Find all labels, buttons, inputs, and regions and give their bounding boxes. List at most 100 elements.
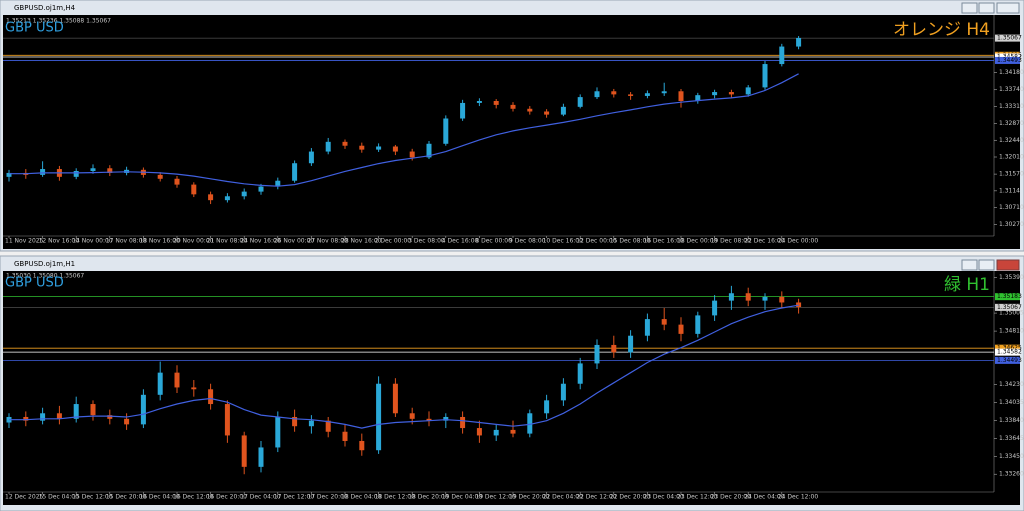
y-tick-label: 1.32870 bbox=[999, 120, 1024, 127]
x-tick-label: 3 Dec 08:00 bbox=[408, 238, 445, 245]
candle-body bbox=[191, 184, 197, 195]
x-tick-label: 19 Dec 04:00 bbox=[442, 494, 483, 501]
y-tick-label: 1.34230 bbox=[999, 381, 1024, 388]
candle-body bbox=[560, 106, 566, 115]
plot-area bbox=[3, 271, 1020, 505]
y-tick-label: 1.30710 bbox=[999, 204, 1024, 211]
y-tick-label: 1.34035 bbox=[999, 399, 1024, 406]
candle-body bbox=[443, 118, 449, 144]
x-tick-label: 18 Dec 12:00 bbox=[375, 494, 416, 501]
x-tick-label: 24 Dec 12:00 bbox=[778, 494, 819, 501]
x-tick-label: 15 Dec 04:00 bbox=[39, 494, 80, 501]
y-tick-label: 1.34180 bbox=[999, 69, 1024, 76]
x-tick-label: 16 Dec 20:00 bbox=[207, 494, 248, 501]
x-tick-label: 12 Dec 00:00 bbox=[576, 238, 617, 245]
price-tag-label: 1.35183 bbox=[997, 293, 1022, 300]
candle-body bbox=[695, 95, 701, 101]
candle-body bbox=[628, 94, 634, 96]
candle-body bbox=[157, 174, 163, 179]
timeframe-label: オレンジ H4 bbox=[893, 20, 990, 40]
price-tag-label: 1.34493 bbox=[997, 57, 1022, 64]
candle-body bbox=[124, 418, 130, 425]
candle-body bbox=[241, 191, 247, 197]
y-tick-label: 1.30270 bbox=[999, 221, 1024, 228]
y-tick-label: 1.32010 bbox=[999, 154, 1024, 161]
candle-body bbox=[359, 145, 365, 150]
candle-body bbox=[476, 101, 482, 103]
candle-body bbox=[762, 296, 768, 301]
x-tick-label: 26 Nov 00:00 bbox=[274, 238, 315, 245]
candle-body bbox=[661, 91, 667, 94]
plot-area bbox=[3, 15, 1020, 249]
x-tick-label: 19 Dec 08:00 bbox=[711, 238, 752, 245]
x-tick-label: 18 Dec 20:00 bbox=[408, 494, 449, 501]
candle-body bbox=[56, 413, 62, 419]
candle-body bbox=[493, 429, 499, 436]
candle-body bbox=[174, 178, 180, 185]
moving-average bbox=[9, 304, 799, 429]
candle-body bbox=[594, 91, 600, 98]
y-tick-label: 1.3114 bbox=[999, 187, 1020, 194]
candle-body bbox=[460, 102, 466, 119]
minimize-button[interactable] bbox=[961, 2, 978, 14]
y-tick-label: 1.32440 bbox=[999, 137, 1024, 144]
y-tick-label: 1.33840 bbox=[999, 417, 1024, 424]
candle-body bbox=[460, 416, 466, 429]
x-tick-label: 22 Dec 16:00 bbox=[744, 238, 785, 245]
candle-body bbox=[342, 431, 348, 441]
maximize-button[interactable] bbox=[978, 2, 995, 14]
candle-body bbox=[376, 146, 382, 150]
candle-body bbox=[577, 97, 583, 107]
candle-body bbox=[661, 319, 667, 325]
maximize-button[interactable] bbox=[978, 259, 995, 271]
close-button[interactable] bbox=[996, 259, 1020, 271]
candle-body bbox=[628, 335, 634, 353]
candle-body bbox=[275, 416, 281, 448]
y-tick-label: 1.33260 bbox=[999, 471, 1024, 478]
x-tick-label: 23 Dec 04:00 bbox=[643, 494, 684, 501]
candle-body bbox=[292, 416, 298, 427]
candle-body bbox=[90, 404, 96, 416]
x-tick-label: 24 Dec 00:00 bbox=[778, 238, 819, 245]
candle-body bbox=[157, 372, 163, 395]
candle-body bbox=[107, 415, 113, 419]
y-tick-label: 1.35390 bbox=[999, 274, 1024, 281]
candle-body bbox=[695, 315, 701, 334]
price-tag bbox=[995, 344, 1020, 352]
candle-body bbox=[325, 141, 331, 152]
close-button[interactable] bbox=[996, 2, 1020, 14]
x-tick-label: 19 Dec 20:00 bbox=[509, 494, 550, 501]
y-tick-label: 1.33310 bbox=[999, 103, 1024, 110]
y-tick-label: 1.34810 bbox=[999, 328, 1024, 335]
candle-body bbox=[359, 440, 365, 451]
x-tick-label: 17 Dec 04:00 bbox=[240, 494, 281, 501]
candle-body bbox=[208, 389, 214, 405]
x-tick-label: 24 Dec 04:00 bbox=[744, 494, 785, 501]
candle-body bbox=[224, 404, 230, 436]
candle-body bbox=[544, 400, 550, 414]
symbol-label: GBP USD bbox=[5, 21, 64, 36]
candle-body bbox=[611, 344, 617, 353]
candle-body bbox=[728, 92, 734, 95]
x-tick-label: 21 Nov 08:00 bbox=[207, 238, 248, 245]
candle-body bbox=[510, 104, 516, 109]
x-tick-label: 15 Dec 12:00 bbox=[72, 494, 113, 501]
timeframe-label: 緑 H1 bbox=[944, 275, 990, 295]
x-tick-label: 11 Nov 2025 bbox=[5, 238, 44, 245]
price-tag bbox=[995, 356, 1020, 364]
candle-body bbox=[796, 38, 802, 47]
candle-body bbox=[6, 172, 12, 177]
candle-body bbox=[107, 168, 113, 173]
candle-body bbox=[376, 383, 382, 451]
candle-body bbox=[241, 435, 247, 467]
candle-body bbox=[426, 418, 432, 421]
candle-body bbox=[779, 46, 785, 65]
minimize-button[interactable] bbox=[961, 259, 978, 271]
price-tag bbox=[995, 303, 1020, 311]
x-tick-label: 16 Dec 16:00 bbox=[643, 238, 684, 245]
candle-body bbox=[443, 416, 449, 421]
x-tick-label: 23 Dec 20:00 bbox=[711, 494, 752, 501]
candle-body bbox=[728, 293, 734, 301]
candle-body bbox=[224, 196, 230, 201]
candle-body bbox=[140, 394, 146, 425]
